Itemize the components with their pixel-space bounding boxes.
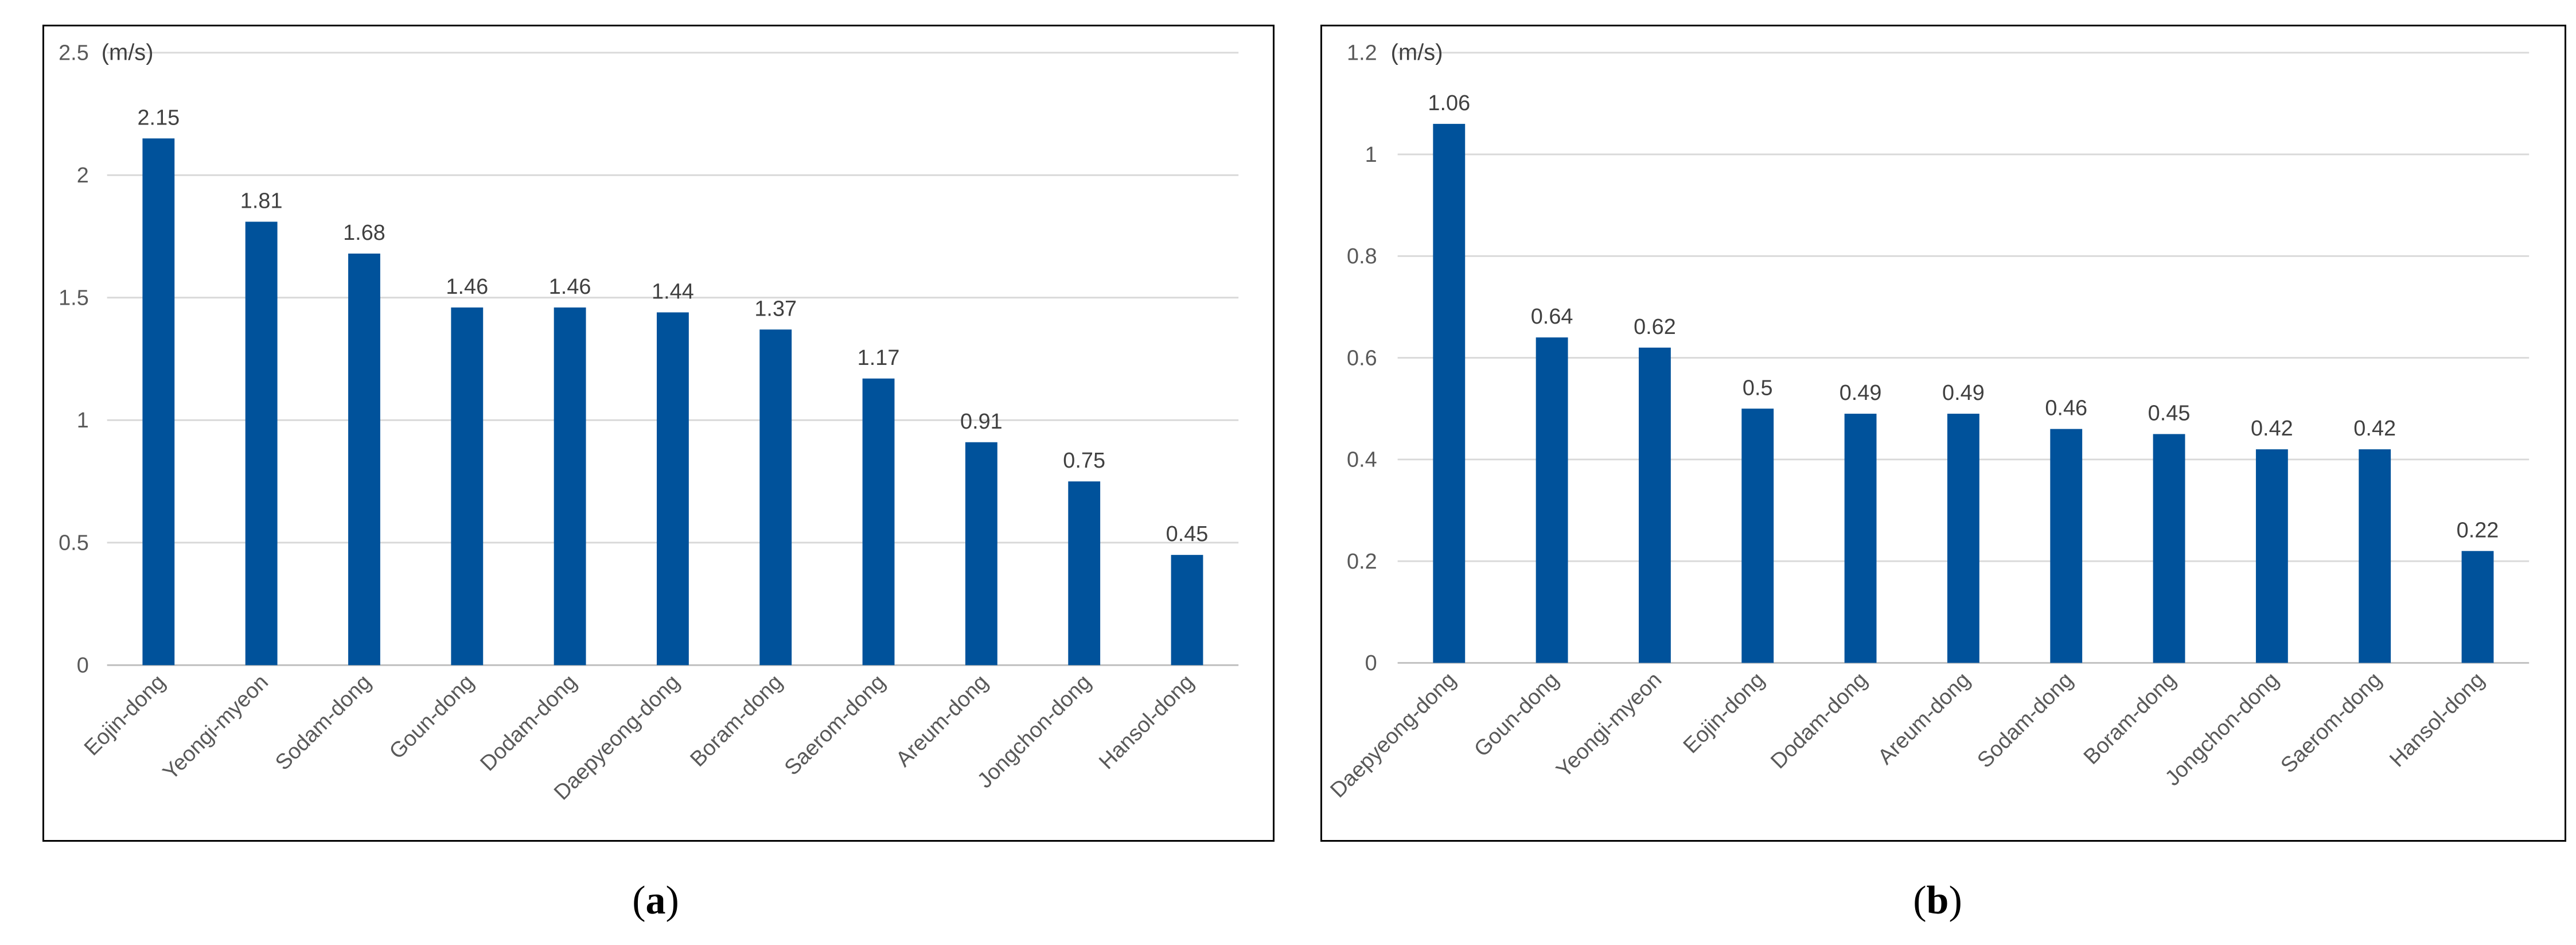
category-label: Sodam-dong (271, 670, 376, 775)
bar-chart-b: 0 0.2 0.4 0.6 0.8 1 1.2 (m/s) 1.06 Daepyeong-dong… (1326, 40, 2530, 803)
category-label: Sodam-dong (1973, 668, 2078, 773)
data-label: 1.06 (1428, 91, 1470, 115)
category-label: Boram-dong (2079, 668, 2181, 769)
category-label: Boram-dong (685, 670, 787, 772)
bar (1171, 555, 1203, 666)
bar (554, 307, 586, 666)
category-label: Eojin-dong (1679, 668, 1770, 759)
data-label: 0.45 (2148, 402, 2191, 426)
ytick-label: 2 (77, 164, 89, 188)
bar (2461, 551, 2494, 663)
data-label: 0.45 (1166, 522, 1209, 546)
bar (1844, 414, 1877, 663)
category-label: Eojin-dong (80, 670, 170, 761)
bar (2153, 434, 2185, 663)
data-label: 0.22 (2457, 518, 2499, 542)
ytick-label: 0.5 (59, 531, 89, 555)
category-label: Dodam-dong (476, 670, 582, 776)
category-label: Hansol-dong (1094, 670, 1199, 774)
ytick-label: 1.5 (59, 286, 89, 310)
ytick-label: 0.6 (1347, 347, 1377, 371)
category-label: Goun-dong (385, 670, 479, 764)
bar (759, 329, 792, 666)
data-label: 1.46 (549, 275, 591, 299)
caption-b: (b) (1913, 878, 1962, 923)
y-unit-label: (m/s) (102, 40, 154, 65)
category-label: Saerom-dong (2276, 668, 2386, 778)
data-label: 0.49 (1840, 381, 1882, 405)
data-label: 1.81 (240, 189, 283, 213)
bar (965, 442, 997, 666)
category-label: Daepyeong-dong (1326, 668, 1460, 803)
bar (1536, 337, 1568, 663)
bar (1741, 409, 1774, 663)
category-label: Areum-dong (1873, 668, 1975, 769)
data-label: 0.62 (1634, 315, 1676, 339)
category-label: Goun-dong (1470, 668, 1564, 762)
bar-chart-a: 0 0.5 1 1.5 2 2.5 (m/s) 2.15 Eojin-dong 1.81 Yeong… (59, 40, 1239, 805)
bar (1433, 123, 1466, 663)
category-label: Hansol-dong (2385, 668, 2489, 772)
data-label: 0.5 (1743, 376, 1773, 400)
bar (245, 221, 278, 666)
ytick-label: 1.2 (1347, 41, 1377, 65)
data-label: 1.17 (858, 346, 900, 370)
data-label: 0.46 (2045, 396, 2087, 421)
category-label: Areum-dong (891, 670, 993, 772)
bar (1068, 481, 1101, 666)
bar (2359, 449, 2391, 663)
ytick-label: 2.5 (59, 41, 89, 65)
bar (451, 307, 484, 666)
bar (348, 253, 380, 666)
data-label: 0.75 (1063, 449, 1105, 473)
data-label: 0.64 (1531, 305, 1573, 329)
ytick-label: 0.8 (1347, 244, 1377, 269)
ytick-label: 0 (1365, 651, 1377, 675)
chart-panel-a: 0 0.5 1 1.5 2 2.5 (m/s) 2.15 Eojin-dong 1.81 Yeong… (42, 25, 1275, 842)
category-label: Saerom-dong (780, 670, 890, 780)
category-label: Yeongi-myeon (158, 670, 273, 785)
bar (2255, 449, 2288, 663)
data-label: 1.68 (343, 221, 385, 245)
bar (862, 378, 895, 666)
bar (657, 312, 689, 666)
data-label: 1.44 (652, 280, 694, 304)
ytick-label: 1 (77, 409, 89, 433)
bar (2050, 429, 2083, 663)
data-label: 0.91 (960, 410, 1003, 434)
ytick-label: 1 (1365, 143, 1377, 167)
ytick-label: 0.4 (1347, 448, 1377, 472)
category-label: Yeongi-myeon (1552, 668, 1666, 783)
caption-a: (a) (632, 878, 679, 923)
bar (1639, 347, 1671, 663)
data-label: 2.15 (137, 106, 180, 130)
data-label: 1.37 (754, 297, 797, 321)
bar (142, 138, 175, 666)
data-label: 0.42 (2251, 417, 2293, 441)
data-label: 0.49 (1942, 381, 1985, 405)
data-label: 1.46 (446, 275, 488, 299)
chart-panel-b: 0 0.2 0.4 0.6 0.8 1 1.2 (m/s) 1.06 Daepyeong-dong… (1320, 25, 2566, 842)
ytick-label: 0 (77, 654, 89, 678)
ytick-label: 0.2 (1347, 550, 1377, 574)
category-label: Dodam-dong (1766, 668, 1872, 773)
bar (1947, 414, 1979, 663)
y-unit-label: (m/s) (1391, 40, 1443, 65)
data-label: 0.42 (2353, 417, 2396, 441)
